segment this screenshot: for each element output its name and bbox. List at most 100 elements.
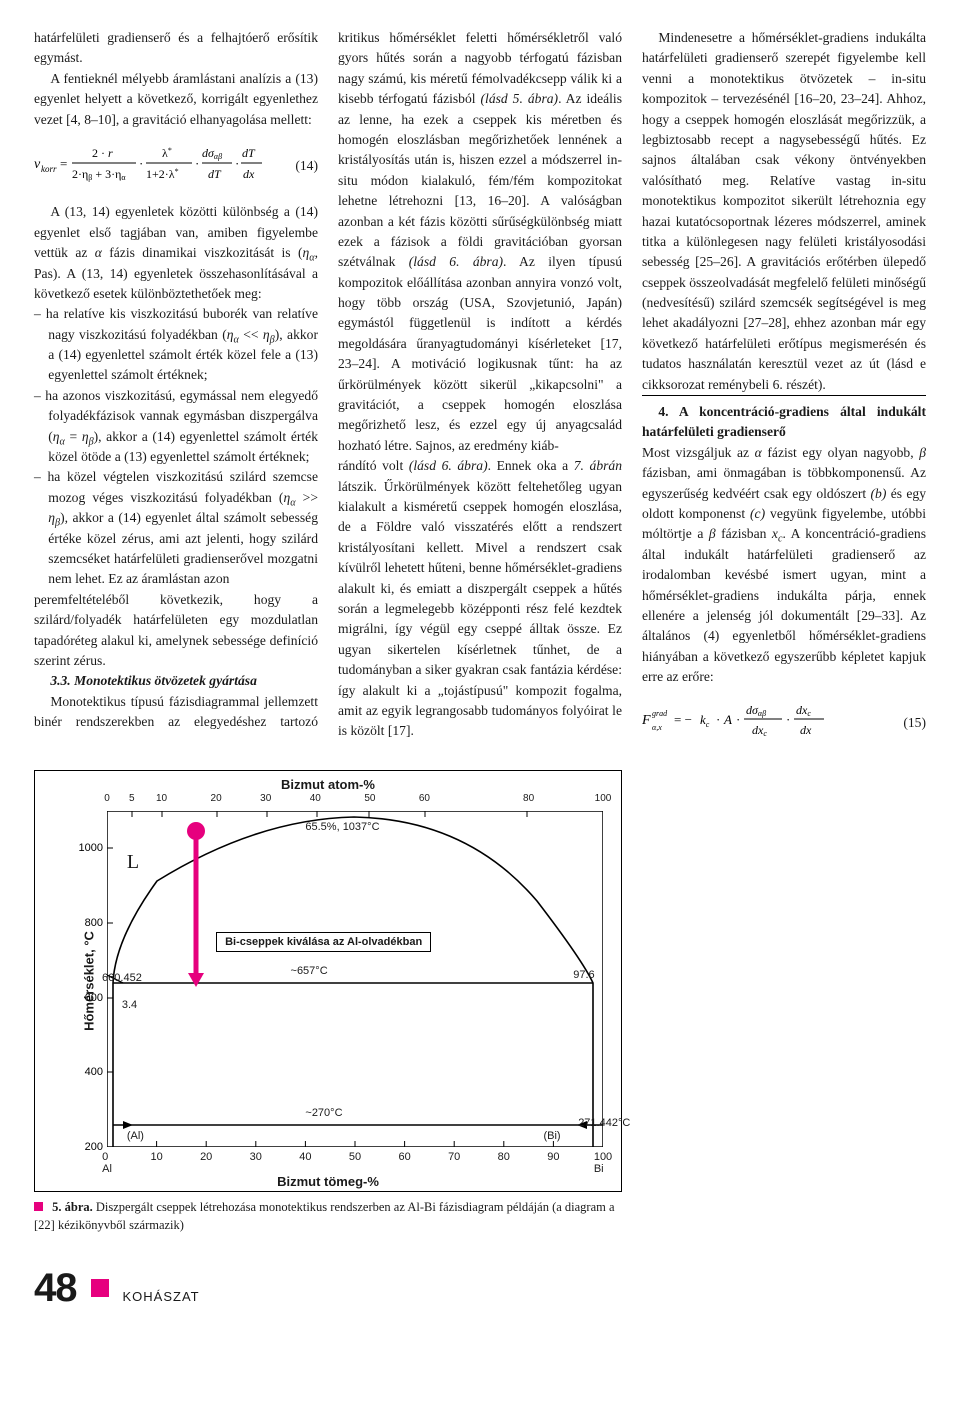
label-3-4: 3.4 bbox=[122, 999, 137, 1011]
xtick-20: 20 bbox=[200, 1151, 212, 1163]
svg-text:= −: = − bbox=[674, 712, 692, 727]
svg-text:grad: grad bbox=[652, 709, 668, 718]
ytick-400: 400 bbox=[85, 1066, 103, 1078]
xt-top-60: 60 bbox=[419, 793, 430, 804]
svg-text:dT: dT bbox=[208, 167, 222, 181]
page-number: 48 bbox=[34, 1266, 77, 1311]
text-columns: határfelületi gradienserő és a felhajtóe… bbox=[34, 28, 926, 748]
c1-bullet-3: ha közel végtelen viszkozitású szilárd s… bbox=[48, 467, 318, 589]
xt-top-20: 20 bbox=[211, 793, 222, 804]
c1-bullet-1: ha relatíve kis viszkozitású buborék van… bbox=[48, 304, 318, 386]
c3-para2: Mindenesetre a hőmérséklet-gradiens indu… bbox=[642, 28, 926, 395]
svg-text:v: v bbox=[34, 157, 41, 172]
xtick-60: 60 bbox=[398, 1151, 410, 1163]
plot-area: L 660.452 3.4 ~657°C 65.5%, 1037°C 97.6 … bbox=[107, 811, 603, 1147]
c1-para1: határfelületi gradienserő és a felhajtóe… bbox=[34, 28, 318, 69]
page-footer: 48 KOHÁSZAT bbox=[34, 1266, 926, 1311]
equation-15-formula: F α,x grad = − kc · A · dσαβ dxc · dxc bbox=[642, 698, 894, 748]
svg-text:kc: kc bbox=[700, 712, 710, 729]
svg-text:·: · bbox=[716, 712, 720, 727]
xt-top-5: 5 bbox=[129, 793, 135, 804]
xt-top-80: 80 bbox=[523, 793, 534, 804]
c1-bullet-2: ha azonos viszkozitású, egymással nem el… bbox=[48, 386, 318, 468]
label-Al-phase: (Al) bbox=[127, 1130, 144, 1142]
section-3-3-heading: 3.3. Monotektikus ötvözetek gyártása bbox=[34, 671, 318, 691]
label-657: ~657°C bbox=[291, 965, 328, 977]
svg-text:·: · bbox=[736, 712, 740, 727]
figure-5: Bizmut atom-% Hőmérséklet, °C 200 400 60… bbox=[34, 770, 624, 1234]
svg-text:·: · bbox=[139, 156, 143, 171]
xtick-40: 40 bbox=[299, 1151, 311, 1163]
y-axis-ticks: 200 400 600 800 1000 bbox=[73, 811, 103, 1147]
page: határfelületi gradienserő és a felhajtóe… bbox=[0, 0, 960, 1331]
figure-5-caption: 5. ábra. Diszpergált cseppek létrehozása… bbox=[34, 1198, 624, 1234]
svg-text:dx: dx bbox=[243, 167, 255, 181]
svg-text:dT: dT bbox=[242, 146, 256, 160]
svg-text:λ*: λ* bbox=[162, 146, 172, 160]
xtick-80: 80 bbox=[498, 1151, 510, 1163]
svg-text:2·ηβ + 3·ηα: 2·ηβ + 3·ηα bbox=[72, 167, 126, 182]
callout-bi-drops: Bi-cseppek kiválása az Al-olvadékban bbox=[216, 932, 431, 952]
xt-top-100: 100 bbox=[595, 793, 612, 804]
svg-text:dσαβ: dσαβ bbox=[746, 703, 766, 718]
svg-text:F: F bbox=[642, 713, 651, 728]
c1-para2: A fentieknél mélyebb áramlástani analízi… bbox=[34, 69, 318, 130]
xtick-90: 90 bbox=[547, 1151, 559, 1163]
svg-text:1+2·λ*: 1+2·λ* bbox=[146, 167, 179, 181]
equation-14-formula: v korr = 2 · r 2·ηβ + 3·ηα · λ* 1+2·λ* ·… bbox=[34, 140, 286, 192]
phase-diagram-chart: Bizmut atom-% Hőmérséklet, °C 200 400 60… bbox=[34, 770, 622, 1192]
xt-top-50: 50 bbox=[364, 793, 375, 804]
xtick-50: 50 bbox=[349, 1151, 361, 1163]
x-axis-ticks-top: 0 5 10 20 30 40 50 60 80 100 bbox=[107, 793, 603, 807]
c1-para3: A (13, 14) egyenletek közötti különbség … bbox=[34, 202, 318, 304]
chart-xlabel-top: Bizmut atom-% bbox=[35, 777, 621, 792]
svg-text:dx: dx bbox=[800, 723, 812, 737]
xt-top-0: 0 bbox=[104, 793, 110, 804]
xtick-Al: 0Al bbox=[102, 1151, 112, 1175]
equation-14: v korr = 2 · r 2·ηβ + 3·ηα · λ* 1+2·λ* ·… bbox=[34, 140, 318, 192]
figure-5-label: 5. ábra. bbox=[52, 1200, 93, 1214]
x-axis-ticks-bottom: 0Al 10 20 30 40 50 60 70 80 90 100Bi bbox=[107, 1151, 603, 1167]
label-peak: 65.5%, 1037°C bbox=[305, 821, 379, 833]
svg-text:dσαβ: dσαβ bbox=[202, 146, 222, 161]
ytick-800: 800 bbox=[85, 917, 103, 929]
c1-bullets: ha relatíve kis viszkozitású buborék van… bbox=[34, 304, 318, 589]
chart-xlabel-bottom: Bizmut tömeg-% bbox=[35, 1174, 621, 1189]
phase-diagram-svg bbox=[107, 811, 603, 1147]
figure-5-caption-text: Diszpergált cseppek létrehozása monotekt… bbox=[34, 1200, 615, 1232]
label-271: 271.442°C bbox=[578, 1117, 630, 1129]
ytick-200: 200 bbox=[85, 1141, 103, 1153]
label-270: ~270°C bbox=[305, 1107, 342, 1119]
xt-top-40: 40 bbox=[310, 793, 321, 804]
equation-14-number: (14) bbox=[286, 156, 318, 176]
label-L: L bbox=[127, 851, 139, 874]
xtick-70: 70 bbox=[448, 1151, 460, 1163]
xt-top-30: 30 bbox=[260, 793, 271, 804]
svg-text:·: · bbox=[195, 156, 199, 171]
section-4-heading: 4. A koncentráció-gradiens által indukál… bbox=[642, 395, 926, 443]
xtick-30: 30 bbox=[250, 1151, 262, 1163]
xtick-Bi: 100Bi bbox=[594, 1151, 612, 1175]
xtick-10: 10 bbox=[150, 1151, 162, 1163]
label-Bi-phase: (Bi) bbox=[543, 1130, 560, 1142]
label-660: 660.452 bbox=[102, 972, 142, 984]
svg-text:A: A bbox=[723, 712, 732, 727]
ytick-1000: 1000 bbox=[79, 842, 103, 854]
svg-text:2 · r: 2 · r bbox=[92, 146, 113, 160]
svg-text:dxc: dxc bbox=[796, 703, 811, 718]
svg-text:α,x: α,x bbox=[652, 723, 662, 732]
c2-para1: peremfeltételéből következik, hogy a szi… bbox=[34, 590, 318, 672]
equation-15: F α,x grad = − kc · A · dσαβ dxc · dxc bbox=[642, 698, 926, 748]
svg-text:·: · bbox=[786, 712, 790, 727]
caption-marker-icon bbox=[34, 1202, 43, 1211]
footer-marker-icon bbox=[91, 1279, 109, 1297]
ytick-600: 600 bbox=[85, 992, 103, 1004]
footer-label: KOHÁSZAT bbox=[123, 1289, 200, 1304]
svg-text:·: · bbox=[235, 156, 239, 171]
c3-para3: Most vizsgáljuk az α fázist egy olyan na… bbox=[642, 443, 926, 688]
label-976: 97.6 bbox=[573, 969, 594, 981]
xt-top-10: 10 bbox=[156, 793, 167, 804]
svg-text:=: = bbox=[60, 156, 67, 171]
equation-15-number: (15) bbox=[894, 713, 926, 733]
c3-para1: rándító volt (lásd 6. ábra). Ennek oka a… bbox=[338, 456, 622, 741]
